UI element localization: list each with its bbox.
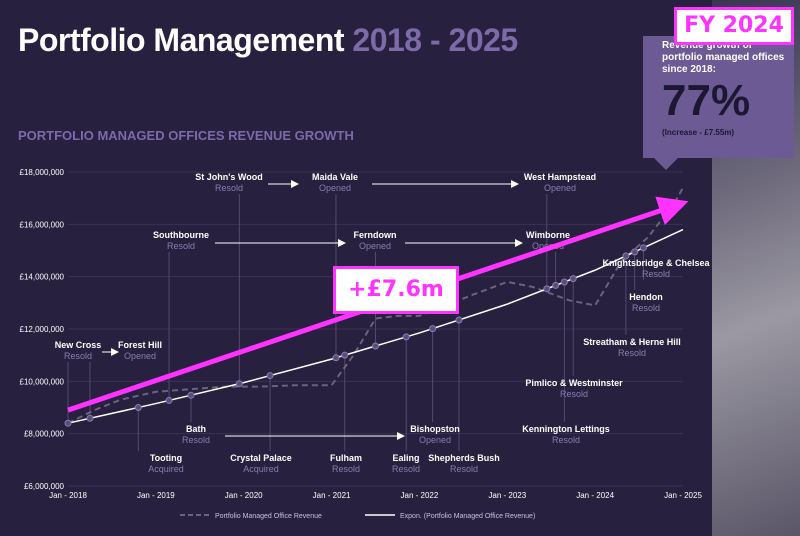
event-marker xyxy=(372,342,379,350)
annotation-name: Kennington Lettings xyxy=(522,424,610,434)
series-line-actual xyxy=(67,187,684,425)
annotation-status: Opened xyxy=(124,351,156,361)
event-marker xyxy=(187,391,195,399)
annotation-status: Resold xyxy=(632,303,660,313)
fy-highlight-label: FY 2024 xyxy=(674,7,794,45)
title-years: 2018 - 2025 xyxy=(352,22,518,58)
y-tick-label: £8,000,000 xyxy=(24,430,65,439)
annotation-name: West Hampstead xyxy=(524,172,596,182)
x-tick-label: Jan - 2022 xyxy=(401,491,439,500)
event-marker xyxy=(543,285,551,293)
annotation-status: Resold xyxy=(392,464,420,474)
callout-pointer xyxy=(652,156,680,170)
annotation-name: Shepherds Bush xyxy=(428,453,500,463)
x-tick-label: Jan - 2019 xyxy=(137,491,175,500)
event-marker xyxy=(235,380,243,388)
annotation-name: Crystal Palace xyxy=(230,453,292,463)
annotation-name: Bath xyxy=(186,424,206,434)
annotation-status: Resold xyxy=(167,241,195,251)
y-tick-label: £18,000,000 xyxy=(20,168,65,177)
event-marker xyxy=(631,248,639,256)
annotation-name: Knightsbridge & Chelsea xyxy=(602,258,710,268)
annotation-status: Resold xyxy=(182,435,210,445)
callout-text: Revenue growth of portfolio managed offi… xyxy=(662,40,785,75)
event-marker xyxy=(134,404,142,411)
event-marker xyxy=(560,278,568,286)
annotation-name: New Cross xyxy=(55,340,102,350)
annotation-name: St John's Wood xyxy=(195,172,262,182)
y-tick-label: £16,000,000 xyxy=(20,220,65,229)
annotation-status: Resold xyxy=(642,269,670,279)
event-marker xyxy=(639,244,647,252)
annotation-name: Fulham xyxy=(330,453,362,463)
annotation-status: Acquired xyxy=(148,464,184,474)
annotation-status: Resold xyxy=(215,183,243,193)
callout-panel xyxy=(643,36,794,158)
chart-title: PORTFOLIO MANAGED OFFICES REVENUE GROWTH xyxy=(18,128,354,143)
annotation-name: Tooting xyxy=(150,453,182,463)
annotation-name: Pimlico & Westminster xyxy=(525,378,623,388)
annotation-status: Resold xyxy=(64,351,92,361)
title-main: Portfolio Management xyxy=(18,22,345,58)
event-marker xyxy=(64,419,72,427)
event-marker xyxy=(332,354,340,362)
annotation-name: Hendon xyxy=(629,292,663,302)
annotation-status: Resold xyxy=(618,348,646,358)
event-marker xyxy=(402,333,410,341)
annotation-status: Resold xyxy=(450,464,478,474)
y-tick-label: £10,000,000 xyxy=(20,377,65,386)
event-marker xyxy=(86,414,94,422)
callout-note: (Increase - £7.55m) xyxy=(662,128,735,137)
y-tick-label: £12,000,000 xyxy=(20,325,65,334)
event-marker xyxy=(165,396,173,404)
legend-label-actual: Portfolio Managed Office Revenue xyxy=(215,513,322,520)
annotation-status: Acquired xyxy=(243,464,279,474)
event-marker xyxy=(341,351,349,359)
callout-value: 77% xyxy=(662,76,751,125)
y-tick-label: £14,000,000 xyxy=(20,273,65,282)
annotation-status: Resold xyxy=(552,435,580,445)
annotation-name: Maida Vale xyxy=(312,172,358,182)
event-marker xyxy=(622,252,630,260)
page-title: Portfolio Management 2018 - 2025 xyxy=(18,22,518,59)
annotation-status: Resold xyxy=(332,464,360,474)
event-marker xyxy=(455,316,463,324)
annotation-name: Ferndown xyxy=(354,230,397,240)
annotation-name: Wimborne xyxy=(526,230,570,240)
x-tick-label: Jan - 2023 xyxy=(488,491,526,500)
annotation-status: Opened xyxy=(359,241,391,251)
x-tick-label: Jan - 2025 xyxy=(664,491,702,500)
x-tick-label: Jan - 2020 xyxy=(225,491,263,500)
x-tick-label: Jan - 2024 xyxy=(576,491,614,500)
annotation-name: Bishopston xyxy=(410,424,460,434)
annotation-name: Ealing xyxy=(392,453,419,463)
event-marker xyxy=(266,372,274,380)
legend-label-trend: Expon. (Portfolio Managed Office Revenue… xyxy=(400,513,535,520)
growth-highlight-label: +£7.6m xyxy=(333,266,459,314)
x-tick-label: Jan - 2018 xyxy=(49,491,87,500)
annotation-name: Streatham & Herne Hill xyxy=(583,337,681,347)
x-tick-label: Jan - 2021 xyxy=(313,491,351,500)
event-marker xyxy=(552,281,560,289)
annotation-status: Opened xyxy=(544,183,576,193)
annotation-name: Southbourne xyxy=(153,230,209,240)
annotation-status: Resold xyxy=(560,389,588,399)
annotation-name: Forest Hill xyxy=(118,340,162,350)
annotation-status: Opened xyxy=(419,435,451,445)
y-tick-label: £6,000,000 xyxy=(24,482,65,491)
event-marker xyxy=(569,275,577,283)
annotation-status: Opened xyxy=(319,183,351,193)
event-marker xyxy=(429,325,437,333)
